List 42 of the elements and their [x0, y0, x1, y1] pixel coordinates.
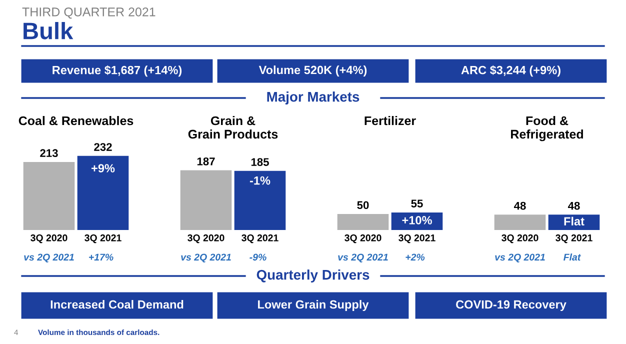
text: ARC $3,244 (+9%) [461, 65, 560, 77]
text: vs 2Q 2021 [181, 254, 231, 262]
data-label: 55 [411, 200, 423, 208]
data-label: 232 [94, 143, 112, 151]
text: THIRD QUARTER 2021 [22, 8, 156, 19]
annotation: -1% [250, 176, 270, 185]
x-tick-label: 3Q 2020 [502, 234, 538, 244]
data-label: 213 [40, 149, 58, 158]
text: Bulk [24, 22, 74, 40]
text: +2% [406, 254, 425, 261]
annotation: +9% [92, 164, 115, 172]
chart-title: Fertilizer [364, 116, 416, 126]
text: Flat [564, 253, 581, 261]
data-label: 185 [251, 158, 269, 166]
text: Major Markets [267, 92, 360, 104]
x-tick-label: 3Q 2021 [398, 234, 436, 244]
data-label: 48 [568, 202, 580, 210]
x-tick-label: 3Q 2021 [556, 234, 592, 244]
text: -9% [250, 254, 266, 261]
x-tick-label: 3Q 2020 [344, 234, 382, 244]
text: vs 2Q 2021 [338, 254, 388, 262]
chart-title: Food & Refrigerated [511, 116, 583, 142]
chart-title: Grain & Grain Products [188, 116, 278, 139]
data-label: 48 [514, 202, 526, 210]
x-tick-label: 3Q 2020 [30, 234, 68, 244]
x-tick-label: 3Q 2021 [84, 234, 122, 244]
annotation: Flat [564, 216, 584, 226]
data-label: 187 [197, 157, 215, 166]
chart-title: Coal & Renewables [18, 116, 134, 126]
text: Revenue $1,687 (+14%) [52, 65, 182, 77]
annotation: +10% [402, 216, 432, 224]
text: +17% [89, 254, 114, 261]
text: vs 2Q 2021 [495, 254, 545, 262]
text: vs 2Q 2021 [24, 254, 74, 262]
text: Volume 520K (+4%) [258, 66, 367, 77]
x-tick-label: 3Q 2021 [242, 234, 278, 244]
text: Increased Coal Demand [50, 300, 184, 309]
text: Lower Grain Supply [258, 300, 369, 312]
text: Quarterly Drivers [256, 270, 370, 282]
data-label: 50 [357, 201, 369, 210]
text: COVID-19 Recovery [456, 300, 566, 312]
x-tick-label: 3Q 2020 [188, 234, 224, 244]
